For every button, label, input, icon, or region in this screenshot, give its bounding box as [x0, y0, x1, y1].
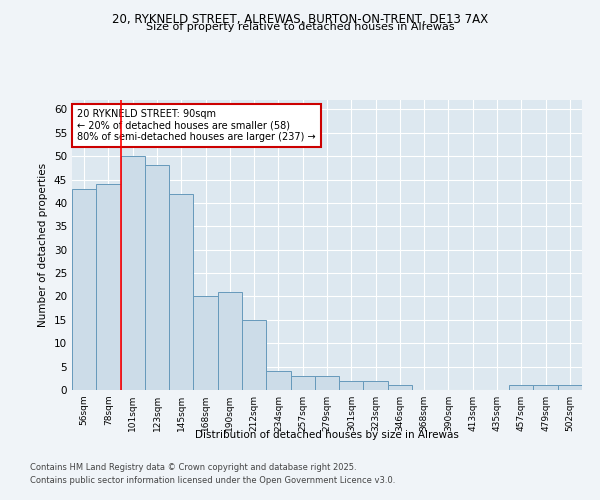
- Bar: [364, 380, 388, 390]
- Bar: [388, 386, 412, 390]
- Y-axis label: Number of detached properties: Number of detached properties: [38, 163, 49, 327]
- Bar: [290, 376, 315, 390]
- Bar: [96, 184, 121, 390]
- Bar: [315, 376, 339, 390]
- Text: 20 RYKNELD STREET: 90sqm
← 20% of detached houses are smaller (58)
80% of semi-d: 20 RYKNELD STREET: 90sqm ← 20% of detach…: [77, 108, 316, 142]
- Bar: [218, 292, 242, 390]
- Bar: [266, 372, 290, 390]
- Bar: [72, 189, 96, 390]
- Text: Size of property relative to detached houses in Alrewas: Size of property relative to detached ho…: [146, 22, 454, 32]
- Bar: [193, 296, 218, 390]
- Bar: [339, 380, 364, 390]
- Bar: [509, 386, 533, 390]
- Text: Contains HM Land Registry data © Crown copyright and database right 2025.: Contains HM Land Registry data © Crown c…: [30, 464, 356, 472]
- Bar: [121, 156, 145, 390]
- Text: Contains public sector information licensed under the Open Government Licence v3: Contains public sector information licen…: [30, 476, 395, 485]
- Bar: [242, 320, 266, 390]
- Bar: [533, 386, 558, 390]
- Text: 20, RYKNELD STREET, ALREWAS, BURTON-ON-TRENT, DE13 7AX: 20, RYKNELD STREET, ALREWAS, BURTON-ON-T…: [112, 12, 488, 26]
- Bar: [169, 194, 193, 390]
- Bar: [145, 166, 169, 390]
- Bar: [558, 386, 582, 390]
- Text: Distribution of detached houses by size in Alrewas: Distribution of detached houses by size …: [195, 430, 459, 440]
